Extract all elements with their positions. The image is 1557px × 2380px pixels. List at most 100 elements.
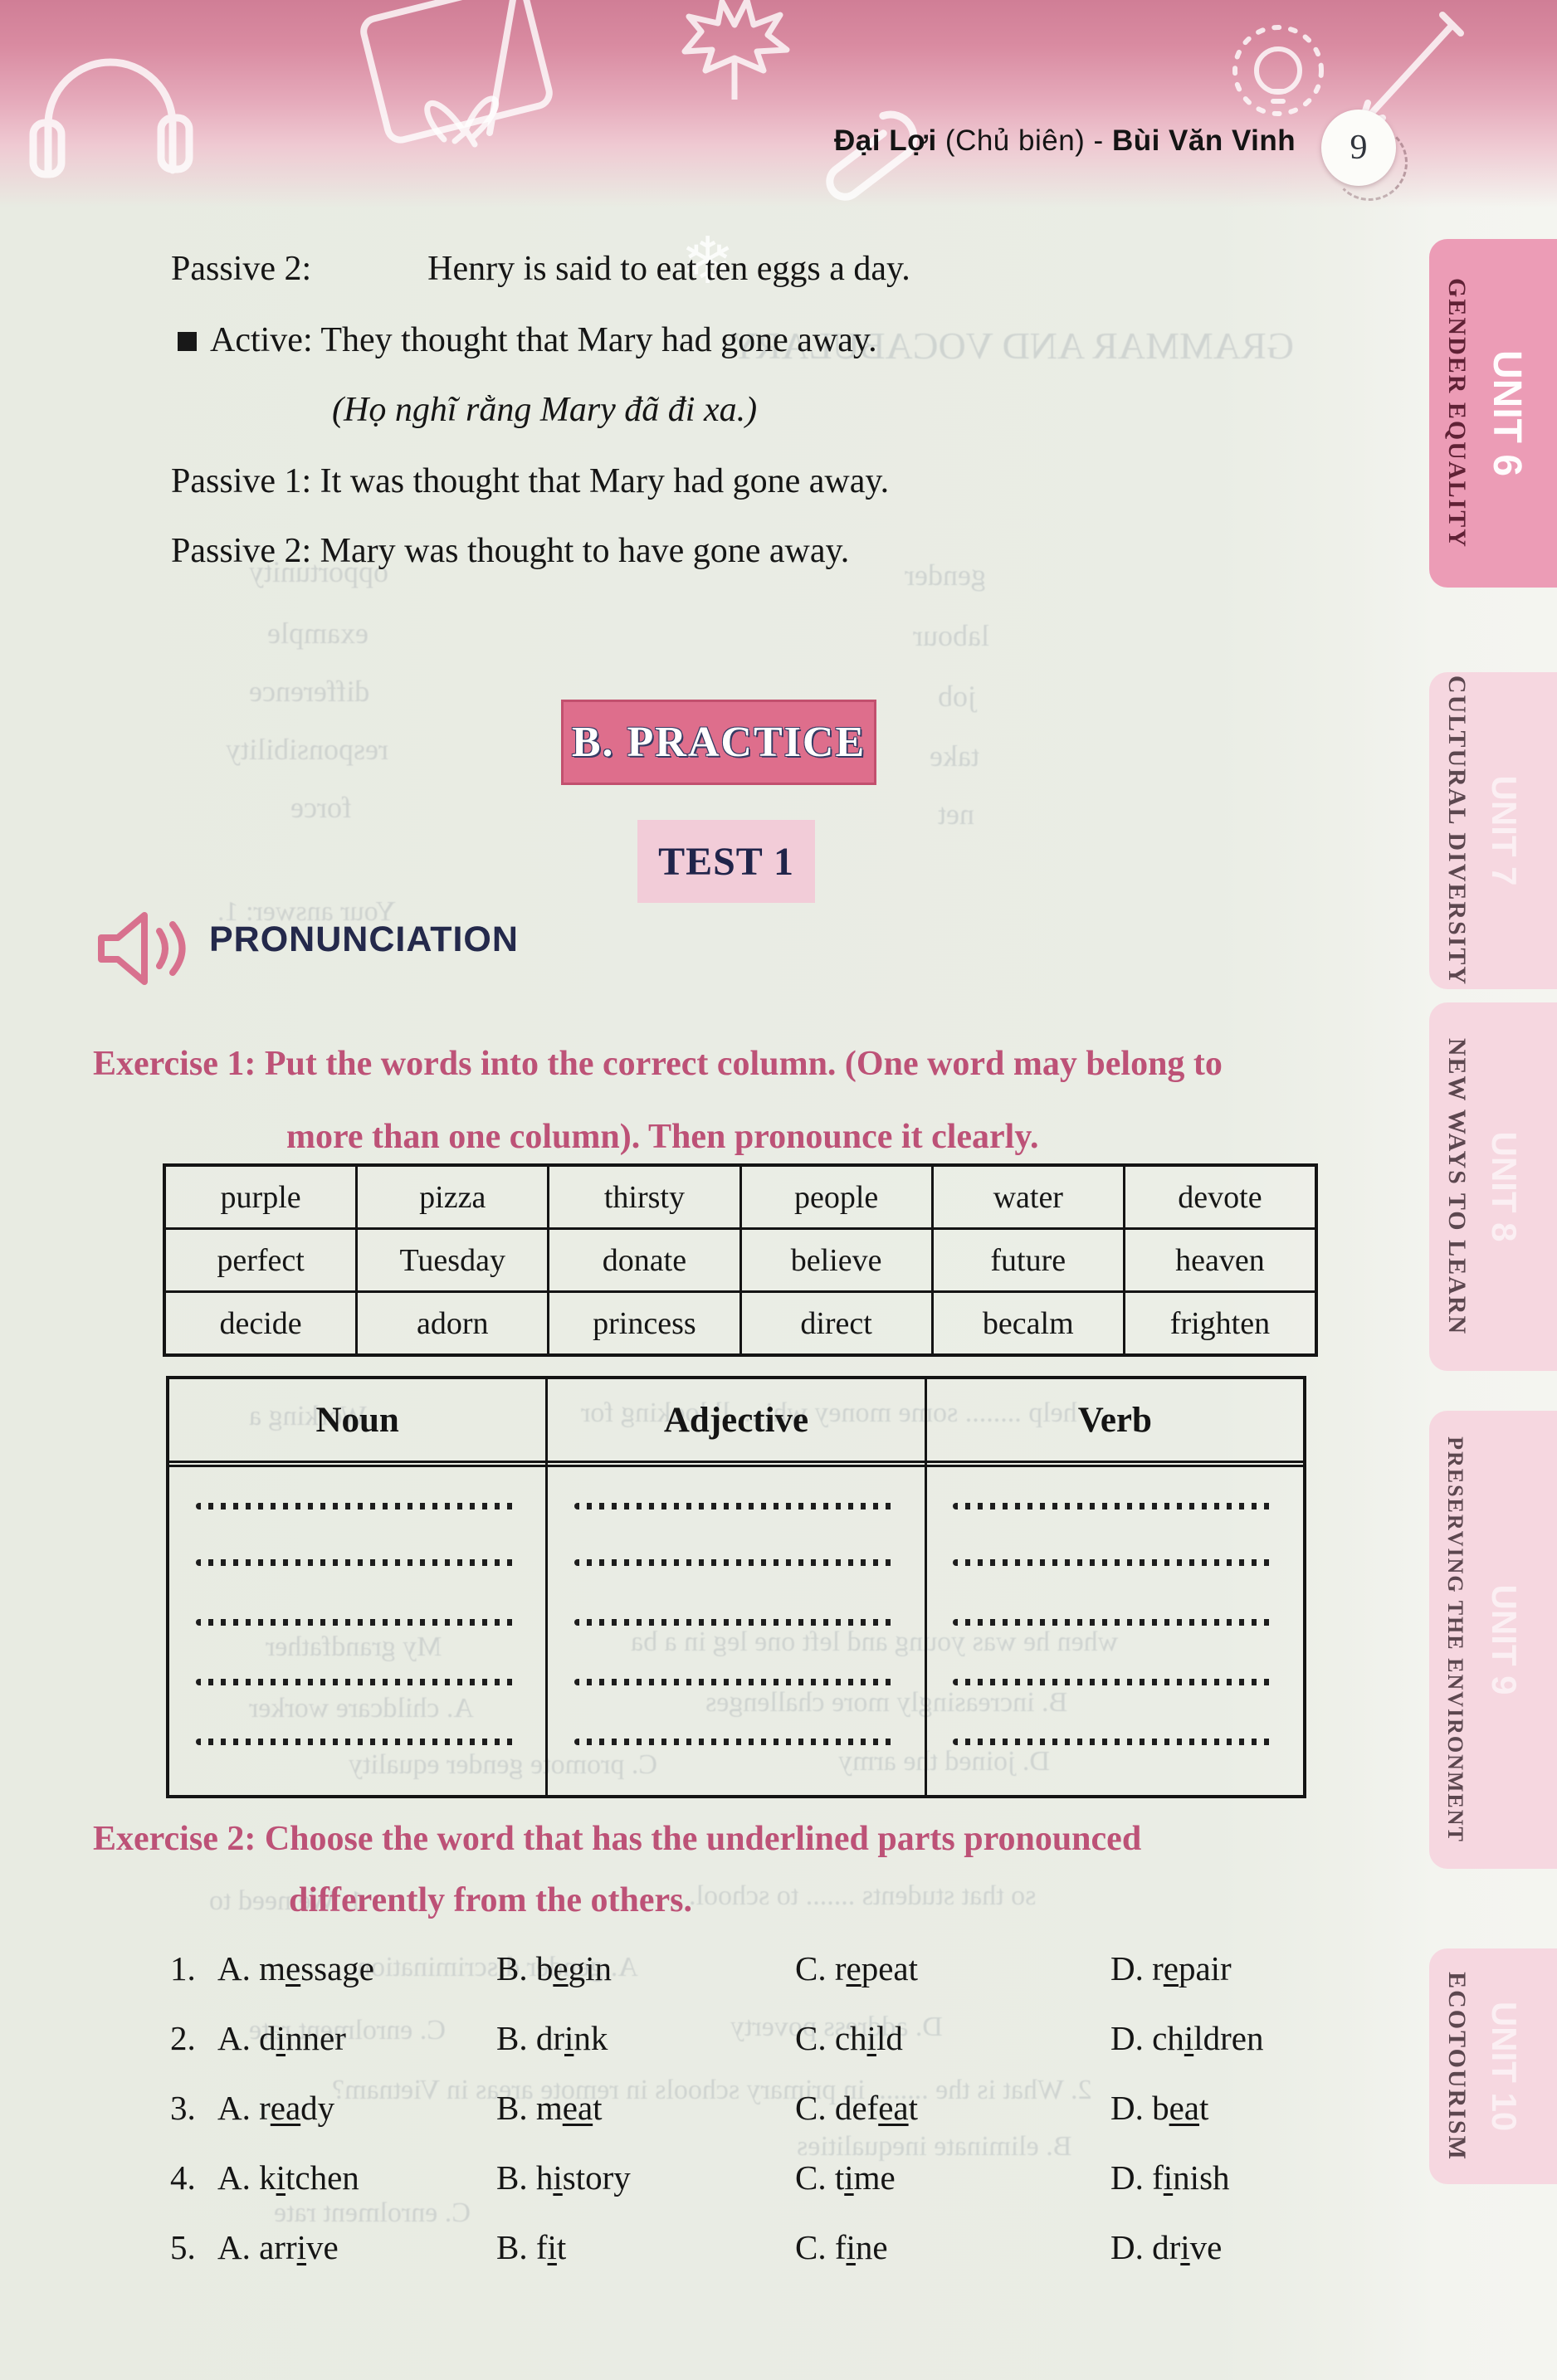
exercise2-item-row: 1. A. message B. begin C. repeat D. repair <box>170 1948 1382 1998</box>
column-table-body <box>169 1463 1303 1795</box>
sidebar-tab-unit-9: PRESERVING THE ENVIRONMENT UNIT 9 <box>1429 1411 1557 1869</box>
bleed-through-text: difference <box>249 675 370 708</box>
active-example-line: Active: They thought that Mary had gone … <box>178 320 877 360</box>
answer-option-d: D. repair <box>1110 1949 1232 1987</box>
author-role: (Chủ biên) - <box>936 124 1112 157</box>
dotted-answer-line <box>195 1619 520 1626</box>
item-number: 5. <box>170 2228 196 2266</box>
dotted-answer-line <box>195 1559 520 1566</box>
sidebar-tab-unit-8: NEW WAYS TO LEARN UNIT 8 <box>1429 1002 1557 1371</box>
headphones-icon <box>29 58 193 178</box>
word-cell: becalm <box>934 1293 1125 1353</box>
word-table-row: decide adorn princess direct becalm frighten <box>166 1293 1315 1353</box>
answer-option-c: C. child <box>795 2019 903 2057</box>
dotted-answer-line <box>953 1503 1277 1509</box>
dotted-answer-line <box>574 1559 898 1566</box>
exercise2-item-row: 5. A. arrive B. fit C. fine D. drive <box>170 2227 1382 2277</box>
answer-option-a: A. ready <box>217 2089 335 2127</box>
envelope-bag-icon <box>360 0 553 144</box>
word-cell: direct <box>742 1293 934 1353</box>
snowflake-icon: ❄ <box>681 224 735 299</box>
practice-section-banner: B. PRACTICE <box>561 700 876 785</box>
exercise2-heading-line2: differently from the others. <box>289 1881 692 1919</box>
page-number: 9 <box>1350 129 1368 167</box>
bleed-through-text: force <box>290 791 352 824</box>
dotted-answer-line <box>574 1679 898 1685</box>
dotted-answer-line <box>195 1679 520 1685</box>
word-cell: perfect <box>166 1230 359 1290</box>
column-header-noun: Noun <box>169 1379 549 1461</box>
item-number: 2. <box>170 2019 196 2057</box>
unit-tab-number: UNIT 10 <box>1485 2001 1524 2132</box>
word-bank-table: purple pizza thirsty people water devote perfe… <box>163 1163 1318 1357</box>
passive2-example-line: Passive 2: Mary was thought to have gone… <box>171 532 850 570</box>
dotted-answer-line <box>953 1739 1277 1745</box>
answer-column <box>548 1463 927 1795</box>
noun-adjective-verb-table: Noun Adjective Verb <box>166 1376 1306 1798</box>
answer-option-d: D. finish <box>1110 2158 1230 2197</box>
answer-column <box>169 1463 549 1795</box>
answer-option-c: C. defeat <box>795 2089 919 2127</box>
paperclip-icon <box>826 110 918 201</box>
unit-tab-number: UNIT 8 <box>1485 1131 1524 1242</box>
word-cell: purple <box>166 1167 359 1227</box>
unit-tab-label: GENDER EQUALITY <box>1443 278 1471 549</box>
word-cell: Tuesday <box>358 1230 550 1290</box>
answer-option-c: C. repeat <box>795 1949 918 1987</box>
maple-leaf-icon <box>681 0 790 100</box>
word-cell: adorn <box>358 1293 550 1353</box>
pronunciation-heading: PRONUNCIATION <box>209 919 519 959</box>
column-header-verb: Verb <box>1077 1400 1152 1440</box>
item-number: 1. <box>170 1949 196 1987</box>
passive-example-line: Passive 2: Henry is said to eat ten eggs … <box>171 250 910 288</box>
sidebar-tab-unit-6: GENDER EQUALITY UNIT 6 <box>1429 239 1557 588</box>
word-cell: donate <box>549 1230 742 1290</box>
item-number: 4. <box>170 2158 196 2197</box>
bleed-through-text: job <box>938 680 977 713</box>
answer-option-c: C. fine <box>795 2228 888 2266</box>
answer-option-a: A. arrive <box>217 2228 339 2266</box>
answer-option-b: B. drink <box>496 2019 608 2057</box>
word-cell: princess <box>549 1293 742 1353</box>
dotted-answer-line <box>574 1503 898 1509</box>
answer-option-b: B. begin <box>496 1949 612 1987</box>
bleed-through-text: so that students ....... to school. <box>689 1880 1037 1911</box>
bleed-through-text: responsibility <box>226 733 388 766</box>
vietnamese-translation-line: (Họ nghĩ rằng Mary đã đi xa.) <box>332 391 758 429</box>
bleed-through-text: labour <box>913 619 989 652</box>
page-number-badge: 9 <box>1321 110 1408 201</box>
bleed-through-text: net <box>938 797 974 831</box>
answer-column <box>927 1463 1303 1795</box>
passive1-example-line: Passive 1: It was thought that Mary had … <box>171 462 890 500</box>
author-primary: Đại Lợi <box>834 124 937 157</box>
exercise2-item-row: 4. A. kitchen B. history C. time D. finish <box>170 2158 1382 2207</box>
word-cell: heaven <box>1175 1242 1265 1278</box>
word-cell: people <box>742 1167 934 1227</box>
dotted-answer-line <box>195 1739 520 1745</box>
column-table-header-row: Noun Adjective Verb <box>169 1379 1303 1467</box>
answer-option-d: D. children <box>1110 2019 1264 2057</box>
item-number: 3. <box>170 2089 196 2127</box>
word-cell: decide <box>166 1293 359 1353</box>
word-cell: pizza <box>358 1167 550 1227</box>
dotted-answer-line <box>953 1679 1277 1685</box>
book-authors: Đại Lợi (Chủ biên) - Bùi Văn Vinh <box>834 124 1296 158</box>
answer-option-d: D. drive <box>1110 2228 1223 2266</box>
dotted-answer-line <box>574 1619 898 1626</box>
unit-tab-label: CULTURAL DIVERSITY <box>1443 675 1471 987</box>
dotted-answer-line <box>574 1739 898 1745</box>
top-decor-band: ❄ <box>0 0 1557 299</box>
bleed-through-text: take <box>930 739 979 773</box>
word-cell: water <box>934 1167 1125 1227</box>
bleed-through-text: example <box>267 617 369 650</box>
word-cell: future <box>934 1230 1125 1290</box>
answer-option-b: B. meat <box>496 2089 603 2127</box>
word-cell: thirsty <box>549 1167 742 1227</box>
unit-tab-label: ECOTOURISM <box>1443 1972 1471 2161</box>
dotted-answer-line <box>195 1503 520 1509</box>
word-cell: devote <box>1178 1179 1262 1215</box>
answer-option-c: C. time <box>795 2158 896 2197</box>
bleed-through-text: gender <box>905 558 986 592</box>
exercise2-heading-line1: Exercise 2: Choose the word that has the… <box>93 1820 1142 1858</box>
